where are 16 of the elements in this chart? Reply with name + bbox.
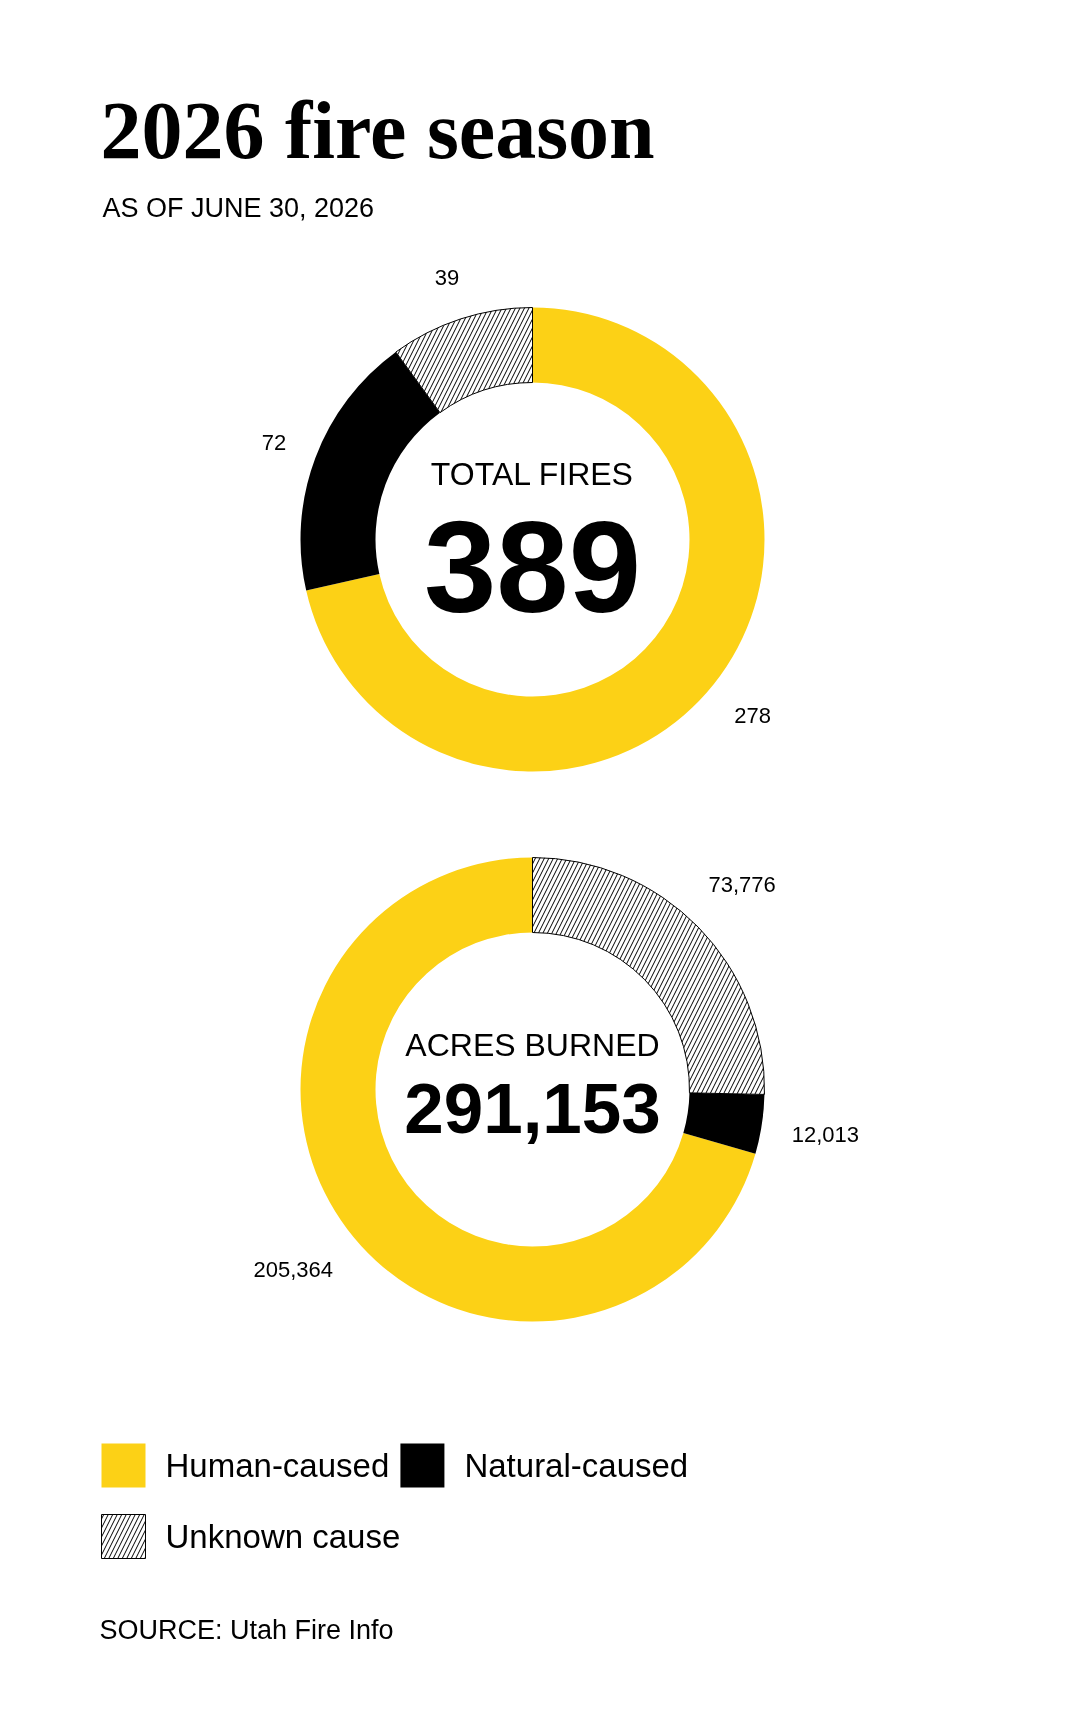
legend-label: Unknown cause — [165, 1518, 401, 1555]
legend-label: Human-caused — [165, 1447, 390, 1484]
text: ACRES BURNED — [405, 1026, 660, 1063]
source-note: SOURCE: Utah Fire Info — [99, 1614, 394, 1645]
data-label: 12,013 — [791, 1121, 860, 1147]
text: 389 — [424, 494, 641, 640]
data-label: 205,364 — [253, 1257, 334, 1283]
text: 291,153 — [404, 1068, 661, 1148]
data-label: 72 — [261, 429, 287, 455]
data-label: 73,776 — [708, 871, 776, 897]
data-label: 278 — [734, 702, 771, 728]
legend-label: Natural-caused — [464, 1447, 689, 1484]
text: TOTAL FIRES — [430, 456, 633, 492]
data-label: 39 — [434, 264, 460, 290]
chart-subtitle: AS OF JUNE 30, 2026 — [102, 192, 375, 223]
chart-title: 2026 fire season — [100, 85, 655, 176]
